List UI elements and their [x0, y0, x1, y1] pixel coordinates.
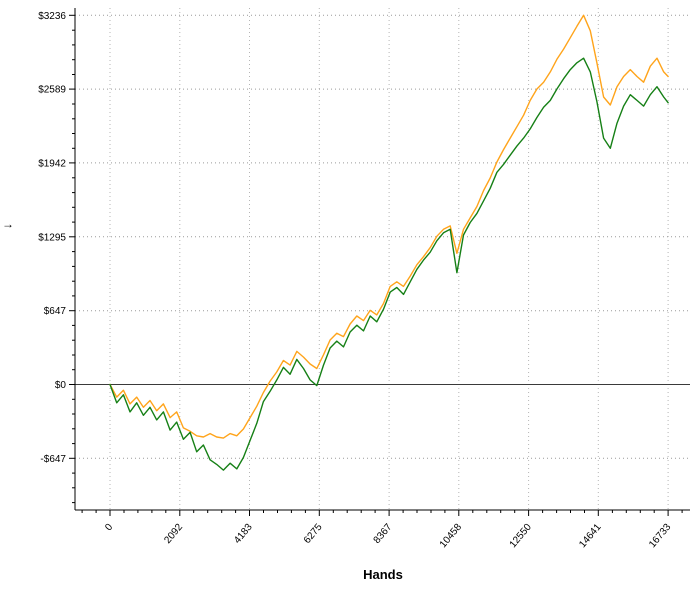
x-tick-label: 8367 [372, 522, 395, 546]
x-tick-label: 12550 [508, 522, 535, 551]
green-series-line [109, 57, 669, 471]
y-axis-label-fragment: → [2, 217, 14, 231]
x-axis-title: Hands [363, 567, 403, 582]
x-tick-label: 16733 [647, 522, 674, 551]
y-tick-label: -$647 [40, 454, 66, 465]
x-tick-label: 10458 [438, 522, 465, 551]
y-tick-label: $0 [55, 380, 67, 391]
plot-area: $3236 $2589 $1942 $1295 $647 $0 -$647 0 2092 4183… [38, 8, 690, 550]
y-tick-label: $1942 [38, 158, 66, 169]
y-tick-label: $2589 [38, 85, 66, 96]
x-tick-label: 2092 [162, 522, 185, 546]
orange-series-line [109, 14, 669, 439]
x-tick-label: 4183 [232, 522, 255, 546]
y-tick-label: $1295 [38, 232, 66, 243]
x-tick-label: 0 [103, 522, 115, 534]
x-tick-label: 6275 [302, 522, 325, 546]
y-tick-label: $647 [44, 306, 67, 317]
y-tick-label: $3236 [38, 11, 66, 22]
x-tick-label: 14641 [577, 522, 604, 551]
